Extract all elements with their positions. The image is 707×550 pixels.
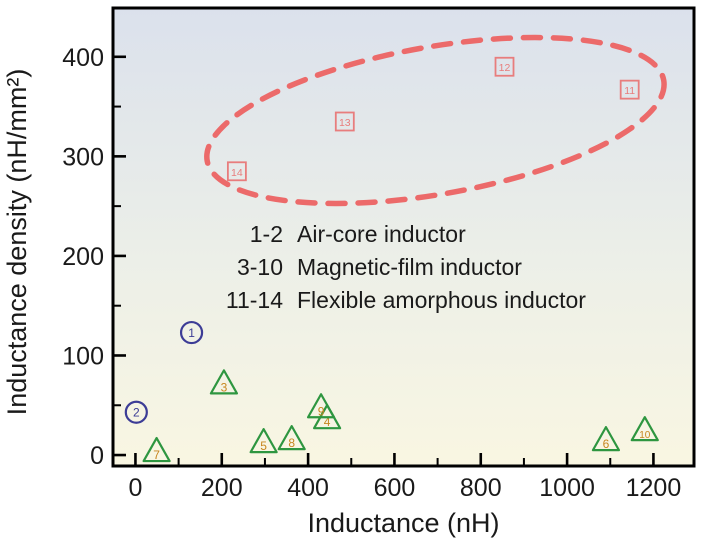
legend-label: Flexible amorphous inductor [297, 287, 586, 313]
y-tick-label: 200 [62, 243, 104, 271]
marker-square [334, 111, 355, 132]
data-point-1: 1 [179, 320, 204, 345]
legend-range: 1-2 [250, 221, 283, 247]
legend-range: 11-14 [226, 287, 283, 313]
marker-triangle [591, 426, 621, 452]
marker-number: 11 [624, 85, 635, 97]
data-point-6: 6 [591, 426, 621, 452]
marker-number: 6 [603, 437, 610, 451]
x-tick-label: 400 [287, 474, 329, 502]
legend-label: Air-core inductor [297, 221, 466, 247]
data-point-13: 13 [334, 111, 355, 132]
y-tick-label: 0 [90, 442, 104, 470]
y-tick-label: 300 [62, 143, 104, 171]
data-point-5: 5 [249, 428, 278, 454]
marker-square [494, 56, 515, 77]
marker-triangle [142, 436, 171, 463]
marker-triangle [306, 393, 336, 419]
marker-number: 7 [153, 448, 160, 462]
marker-triangle [277, 425, 306, 451]
marker-circle [124, 400, 148, 424]
highlight-ellipse [204, 34, 667, 207]
marker-number: 3 [221, 380, 228, 394]
x-tick-label: 200 [201, 474, 243, 502]
data-point-7: 7 [142, 436, 171, 463]
legend-range: 3-10 [237, 254, 283, 280]
data-point-9: 9 [306, 393, 336, 419]
marker-number: 1 [188, 326, 195, 340]
x-tick-label: 0 [128, 474, 142, 502]
axis-ticks [114, 55, 655, 465]
marker-number: 8 [288, 436, 295, 450]
x-tick-label: 1200 [626, 474, 682, 502]
legend-row: 11-14 Flexible amorphous inductor [226, 287, 586, 313]
x-tick-label: 1000 [539, 474, 595, 502]
marker-number: 13 [339, 117, 351, 129]
legend-row: 1-2 Air-core inductor [250, 221, 466, 247]
data-point-14: 14 [226, 161, 247, 182]
marker-number: 14 [231, 167, 243, 179]
x-axis-title: Inductance (nH) [307, 508, 499, 538]
data-point-8: 8 [277, 425, 306, 451]
marker-triangle [209, 369, 239, 395]
data-point-11: 11 [619, 79, 640, 100]
marker-circle [179, 320, 204, 345]
marker-number: 5 [260, 439, 267, 453]
marker-square [619, 79, 640, 100]
marker-number: 9 [318, 404, 325, 418]
data-point-3: 3 [209, 369, 239, 395]
marker-triangle [249, 428, 278, 454]
legend-label: Magnetic-film inductor [297, 254, 522, 280]
data-point-2: 2 [124, 400, 148, 424]
marker-number: 4 [324, 415, 331, 429]
legend-row: 3-10 Magnetic-film inductor [237, 254, 522, 280]
marker-square [226, 161, 247, 182]
marker-number: 2 [133, 406, 140, 420]
axis-tick-labels: 0 200 400 600 800 1000 1200 0 100 200 300 400 [62, 44, 681, 502]
x-tick-label: 800 [460, 474, 502, 502]
data-point-10: 10 [630, 416, 659, 442]
marker-triangle [630, 416, 659, 442]
legend: 1-2 Air-core inductor 3-10 Magnetic-film in… [226, 221, 586, 313]
y-tick-label: 400 [62, 44, 104, 72]
data-point-12: 12 [494, 56, 515, 77]
y-tick-label: 100 [62, 342, 104, 370]
plot-border [111, 6, 696, 468]
marker-number: 10 [639, 430, 651, 441]
y-axis-title: Inductance density (nH/mm²) [2, 69, 32, 416]
plot-area-background [113, 8, 694, 466]
marker-number: 12 [499, 62, 511, 74]
x-tick-label: 600 [374, 474, 416, 502]
